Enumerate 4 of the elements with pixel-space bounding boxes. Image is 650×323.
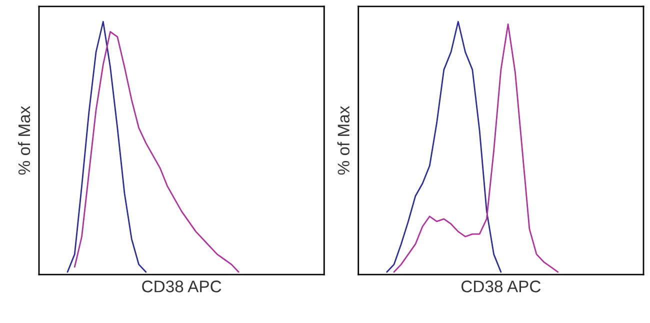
y-axis-title: % of Max bbox=[18, 106, 30, 175]
x-axis-title: CD38 APC bbox=[142, 280, 222, 292]
y-axis-title: % of Max bbox=[337, 106, 350, 175]
x-axis-title: CD38 APC bbox=[461, 280, 541, 292]
